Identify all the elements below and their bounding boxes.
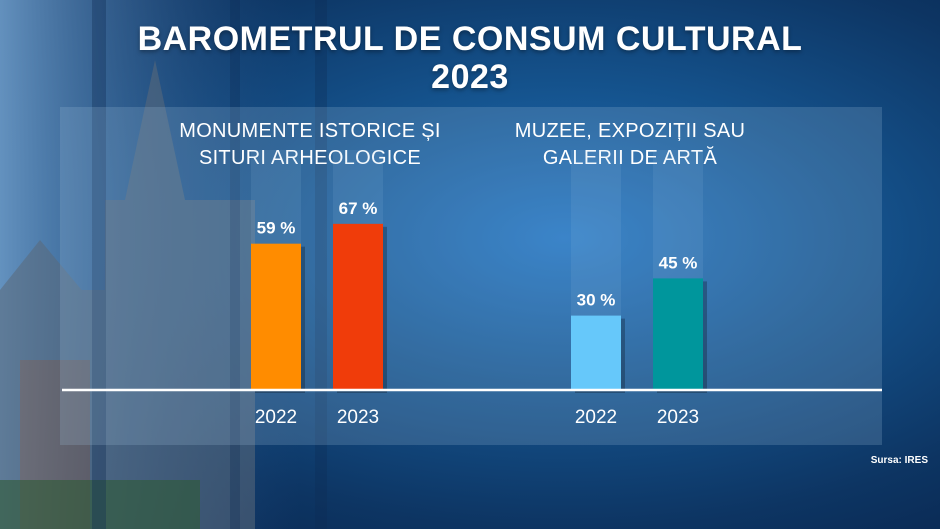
data-label: 67 % bbox=[339, 199, 378, 218]
group-title-line: GALERII DE ARTĂ bbox=[542, 147, 718, 169]
data-label: 45 % bbox=[659, 253, 698, 272]
bar-2022 bbox=[571, 315, 621, 390]
group-title-line: MONUMENTE ISTORICE ȘI bbox=[179, 120, 441, 142]
x-tick-label: 2023 bbox=[337, 407, 379, 428]
group-title-line: MUZEE, EXPOZIȚII SAU bbox=[514, 120, 746, 142]
bar-2022 bbox=[251, 243, 301, 390]
chart-panel bbox=[60, 107, 882, 445]
x-tick-label: 2022 bbox=[255, 407, 297, 428]
chart-title: BAROMETRUL DE CONSUM CULTURAL bbox=[137, 20, 803, 58]
group-title-monumente: MONUMENTE ISTORICE ȘI SITURI ARHEOLOGICE bbox=[160, 118, 460, 172]
group-title-muzee: MUZEE, EXPOZIȚII SAU GALERII DE ARTĂ bbox=[480, 118, 780, 172]
data-label: 59 % bbox=[257, 219, 296, 238]
group-title-line: SITURI ARHEOLOGICE bbox=[198, 147, 422, 169]
x-tick-label: 2022 bbox=[575, 407, 617, 428]
bar-2023 bbox=[653, 278, 703, 390]
castle-background-image bbox=[0, 0, 300, 529]
chart-title-year: 2023 bbox=[431, 58, 509, 96]
data-label: 30 % bbox=[577, 291, 616, 310]
bar-2023 bbox=[333, 223, 383, 390]
source-note: Sursa: IRES bbox=[870, 455, 928, 466]
x-tick-label: 2023 bbox=[657, 407, 699, 428]
